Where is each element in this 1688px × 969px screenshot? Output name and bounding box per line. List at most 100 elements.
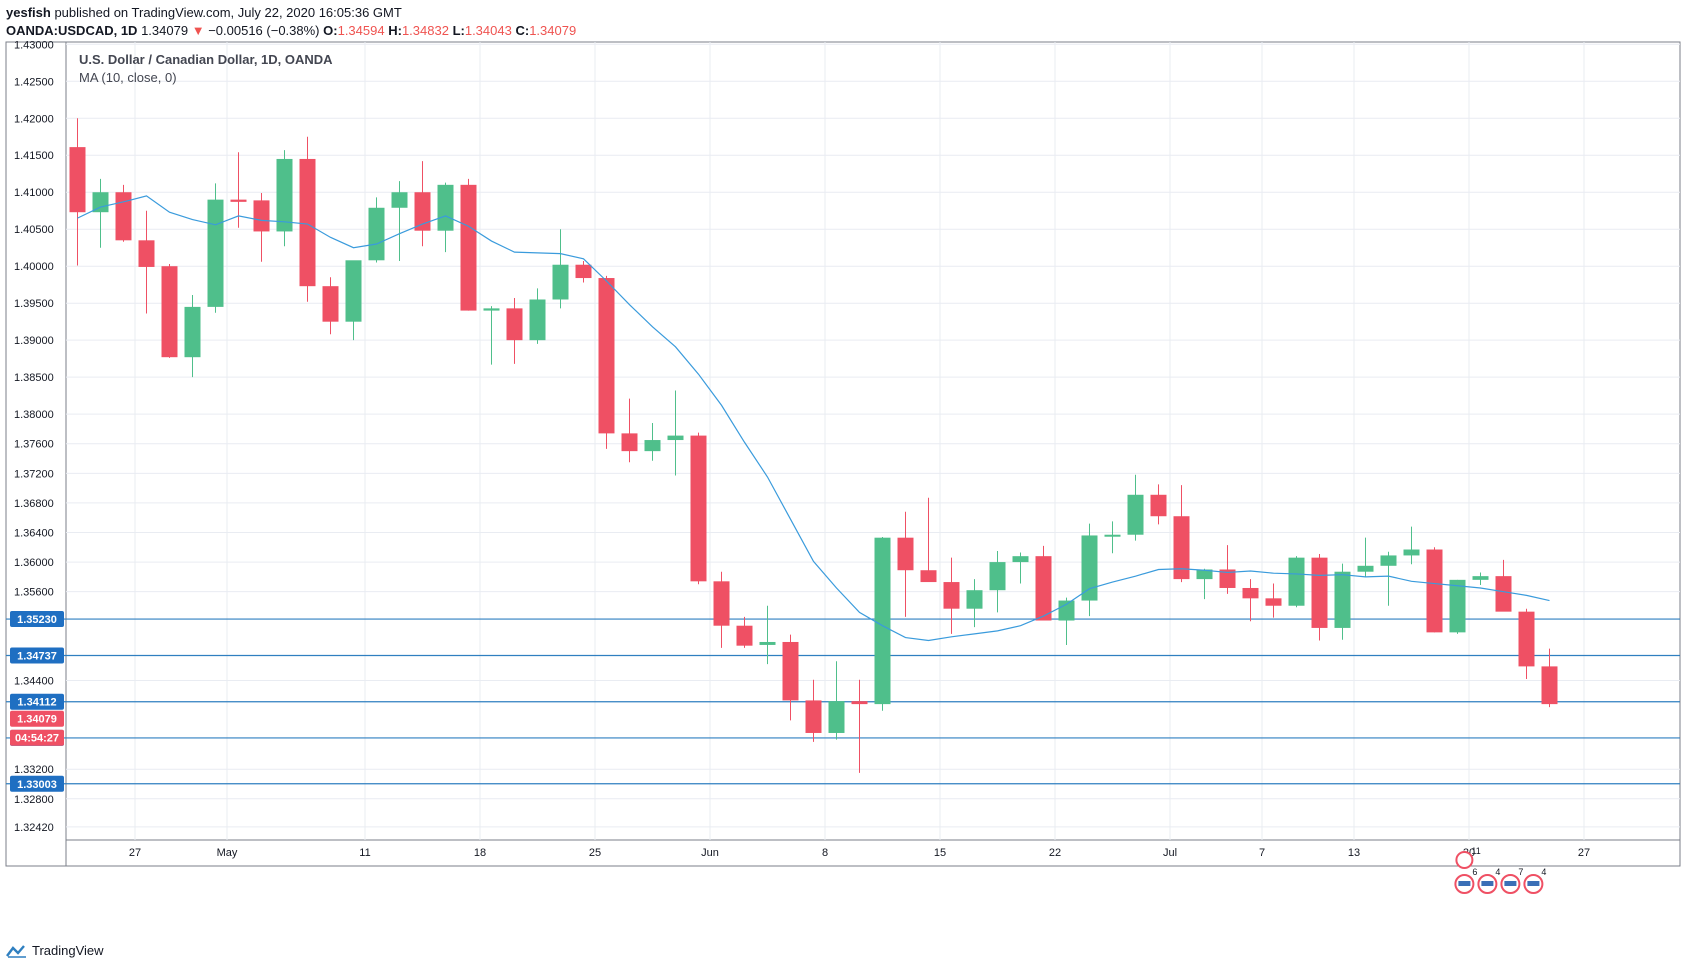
candle[interactable] — [1242, 579, 1259, 622]
candle-body[interactable] — [253, 200, 270, 232]
candle-body[interactable] — [943, 582, 960, 609]
candle[interactable] — [161, 263, 178, 358]
candle-body[interactable] — [1288, 557, 1305, 606]
candle-body[interactable] — [1426, 549, 1443, 633]
candle-body[interactable] — [1150, 494, 1167, 517]
hline-price-label[interactable]: 1.34737 — [10, 647, 64, 664]
candle[interactable] — [1173, 485, 1190, 583]
candle-body[interactable] — [391, 192, 408, 208]
candle[interactable] — [529, 288, 546, 344]
candle[interactable] — [897, 511, 914, 617]
candle[interactable] — [989, 550, 1006, 613]
candle-body[interactable] — [414, 192, 431, 231]
candle[interactable] — [115, 184, 132, 242]
candle-body[interactable] — [598, 278, 615, 434]
candle-body[interactable] — [506, 308, 523, 341]
candle-body[interactable] — [851, 701, 868, 705]
candle[interactable] — [276, 150, 293, 247]
candle[interactable] — [1357, 537, 1374, 577]
candle-body[interactable] — [345, 260, 362, 322]
candle-body[interactable] — [322, 286, 339, 322]
event-badge[interactable]: 7 — [1500, 867, 1523, 894]
last-price-label[interactable]: 1.34079 — [10, 710, 64, 727]
candle[interactable] — [1380, 551, 1397, 606]
candle[interactable] — [69, 118, 86, 266]
candle[interactable] — [1150, 484, 1167, 525]
candle[interactable] — [759, 605, 776, 665]
candle-body[interactable] — [828, 701, 845, 733]
candle[interactable] — [598, 275, 615, 449]
candle-body[interactable] — [207, 199, 224, 307]
candle[interactable] — [1265, 583, 1282, 618]
candle[interactable] — [621, 398, 638, 463]
candle-body[interactable] — [299, 158, 316, 287]
candle-body[interactable] — [1334, 571, 1351, 628]
candle[interactable] — [736, 616, 753, 648]
candle-body[interactable] — [1311, 557, 1328, 628]
candle[interactable] — [299, 136, 316, 302]
candle-body[interactable] — [736, 625, 753, 646]
candle-body[interactable] — [1035, 556, 1052, 621]
candle[interactable] — [322, 277, 339, 335]
time-axis[interactable]: 27May111825Jun81522Jul7132027 — [129, 847, 1590, 859]
candle-body[interactable] — [529, 299, 546, 341]
candle[interactable] — [805, 679, 822, 742]
candle[interactable] — [1541, 648, 1558, 708]
candle[interactable] — [1219, 545, 1236, 594]
candle-body[interactable] — [713, 581, 730, 626]
candle-body[interactable] — [1449, 579, 1466, 633]
candle-body[interactable] — [920, 570, 937, 583]
candle[interactable] — [253, 192, 270, 262]
candle-body[interactable] — [1403, 549, 1420, 556]
candle-body[interactable] — [782, 641, 799, 701]
candle-body[interactable] — [1081, 535, 1098, 601]
candle[interactable] — [1196, 568, 1213, 600]
candle[interactable] — [437, 182, 454, 253]
event-badge[interactable]: 11 — [1455, 846, 1481, 869]
candle[interactable] — [966, 579, 983, 628]
candle[interactable] — [1334, 563, 1351, 640]
candle[interactable] — [1127, 474, 1144, 541]
candles[interactable] — [69, 118, 1558, 773]
candle[interactable] — [138, 210, 155, 314]
candle-body[interactable] — [966, 590, 983, 609]
author-name[interactable]: yesfish — [6, 5, 51, 20]
candle-body[interactable] — [1219, 569, 1236, 588]
candle-body[interactable] — [874, 537, 891, 705]
candle[interactable] — [414, 161, 431, 247]
candle[interactable] — [552, 229, 569, 309]
tradingview-brand[interactable]: TradingView — [32, 943, 104, 958]
candle-body[interactable] — [1357, 565, 1374, 572]
economic-events[interactable]: 11 6 4 7 4 — [1454, 846, 1546, 894]
candle[interactable] — [92, 178, 109, 248]
candle[interactable] — [1058, 597, 1075, 645]
candle[interactable] — [1403, 526, 1420, 565]
candle-body[interactable] — [621, 433, 638, 452]
candle-body[interactable] — [368, 207, 385, 261]
candle-body[interactable] — [460, 184, 477, 311]
candle[interactable] — [782, 634, 799, 721]
candle[interactable] — [575, 261, 592, 283]
candle[interactable] — [644, 423, 661, 461]
hline-price-label[interactable]: 1.34112 — [10, 693, 64, 710]
candle[interactable] — [1472, 572, 1489, 586]
candle-body[interactable] — [1127, 494, 1144, 535]
candle[interactable] — [874, 536, 891, 711]
candle-body[interactable] — [138, 240, 155, 267]
hline-price-label[interactable]: 1.35230 — [10, 611, 64, 628]
candle[interactable] — [1035, 545, 1052, 621]
candle-body[interactable] — [1104, 534, 1121, 537]
candle[interactable] — [460, 178, 477, 311]
candle-body[interactable] — [184, 306, 201, 358]
candle[interactable] — [345, 260, 362, 341]
candle[interactable] — [483, 306, 500, 365]
candle[interactable] — [1311, 553, 1328, 641]
candle[interactable] — [1081, 523, 1098, 617]
candle[interactable] — [1426, 547, 1443, 633]
countdown-label[interactable]: 04:54:27 — [10, 729, 64, 746]
candle-body[interactable] — [483, 308, 500, 311]
candle-body[interactable] — [437, 184, 454, 231]
candle-body[interactable] — [690, 435, 707, 582]
candle-body[interactable] — [805, 700, 822, 733]
candle[interactable] — [1012, 552, 1029, 584]
